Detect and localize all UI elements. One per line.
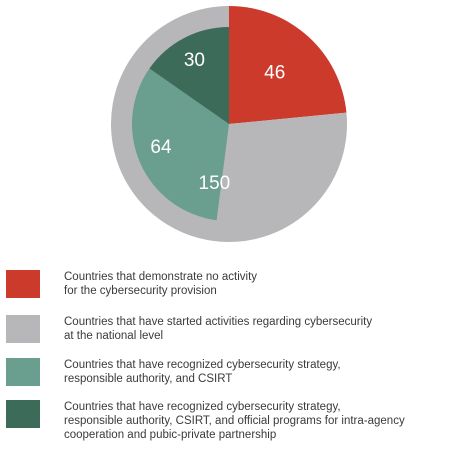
- slice-no-activity: [229, 6, 347, 124]
- legend-item-started: Countries that have started activities r…: [6, 315, 454, 343]
- pie-chart: 46 150 64 30: [110, 5, 347, 242]
- slice-label-strategy-csirt: 64: [150, 137, 172, 158]
- legend-swatch-strategy-csirt: [6, 358, 40, 386]
- slice-label-started: 150: [199, 173, 231, 194]
- slice-label-no-activity: 46: [264, 63, 285, 84]
- legend-item-strategy-csirt: Countries that have recognized cybersecu…: [6, 358, 454, 386]
- legend-swatch-no-activity: [6, 270, 40, 298]
- legend-item-full-programs: Countries that have recognized cybersecu…: [6, 400, 454, 442]
- slice-strategy-csirt: [131, 68, 229, 221]
- legend-label-no-activity: Countries that demonstrate no activity fo…: [64, 271, 258, 297]
- legend-label-started: Countries that have started activities r…: [64, 316, 373, 342]
- legend-label-full-programs: Countries that have recognized cybersecu…: [64, 401, 405, 441]
- legend-label-strategy-csirt: Countries that have recognized cybersecu…: [64, 359, 341, 385]
- slice-label-full-programs: 30: [184, 50, 205, 71]
- legend-swatch-started: [6, 315, 40, 343]
- legend-swatch-full-programs: [6, 400, 40, 428]
- legend-item-no-activity: Countries that demonstrate no activity fo…: [6, 270, 454, 298]
- slice-full-programs: [149, 27, 229, 124]
